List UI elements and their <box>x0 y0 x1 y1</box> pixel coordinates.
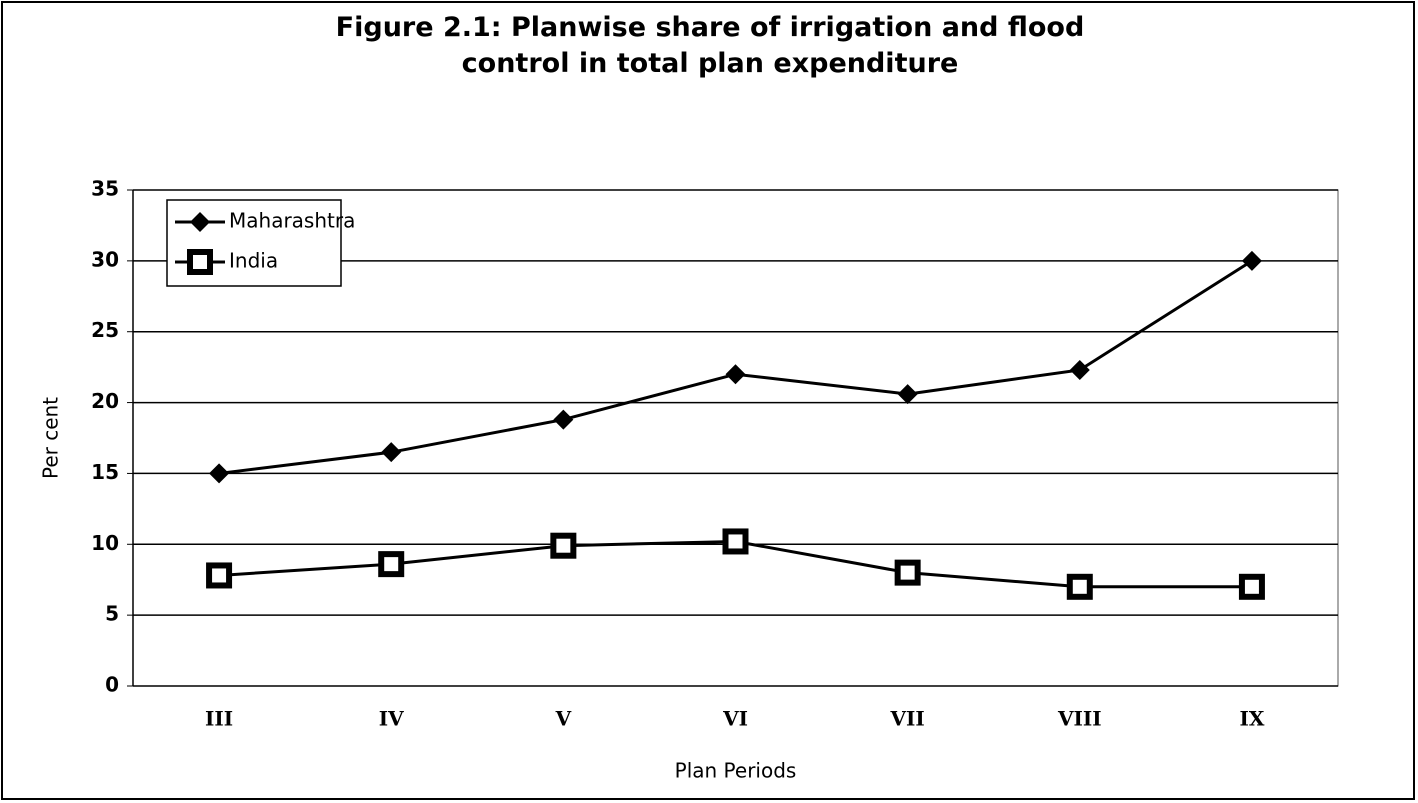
point <box>550 532 577 559</box>
legend-marker <box>190 212 210 232</box>
y-tick-label: 15 <box>91 460 119 484</box>
point <box>1241 250 1262 271</box>
point <box>378 551 405 578</box>
y-tick-label: 30 <box>91 247 119 271</box>
point <box>725 364 746 385</box>
y-tick-label: 20 <box>91 389 119 413</box>
y-tick-label: 35 <box>91 177 119 201</box>
x-tick-label: V <box>555 707 572 731</box>
point <box>381 442 402 463</box>
y-tick-label: 0 <box>105 673 119 697</box>
x-tick-label: IX <box>1239 707 1264 731</box>
x-tick-label: VII <box>890 707 925 731</box>
legend-marker <box>187 249 213 275</box>
legend-label: India <box>229 249 278 273</box>
point <box>1069 359 1090 380</box>
y-axis-label: Per cent <box>39 397 63 479</box>
point <box>897 384 918 405</box>
point <box>722 528 749 555</box>
x-tick-label: VIII <box>1057 707 1102 731</box>
point <box>894 559 921 586</box>
point <box>1238 573 1265 600</box>
x-tick-label: VI <box>722 707 748 731</box>
chart-title: Figure 2.1: Planwise share of irrigation… <box>335 12 1085 79</box>
legend-label: Maharashtra <box>229 209 355 233</box>
y-tick-label: 25 <box>91 318 119 342</box>
x-tick-label: IV <box>379 707 404 731</box>
y-tick-label: 5 <box>105 602 119 626</box>
point <box>553 409 574 430</box>
y-tick-label: 10 <box>91 531 119 555</box>
x-tick-label: III <box>205 707 233 731</box>
point <box>209 463 230 484</box>
x-axis-label: Plan Periods <box>675 759 797 783</box>
point <box>1066 573 1093 600</box>
point <box>206 562 233 589</box>
